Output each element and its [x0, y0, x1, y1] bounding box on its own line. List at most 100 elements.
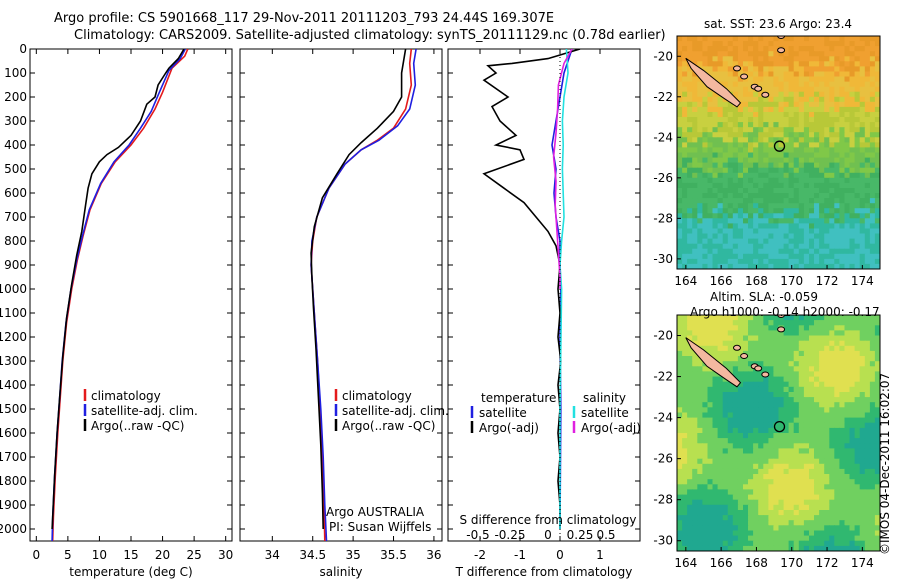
sst_map-xtick-label: 164: [674, 274, 697, 288]
temperature-series-group: [51, 49, 189, 541]
sla_map-ytick-label: -20: [653, 329, 673, 343]
argo-program-label: Argo AUSTRALIA: [326, 505, 425, 519]
salinity-difference-axis-label: S difference from climatology: [460, 513, 637, 527]
difference-plot-frame: [447, 48, 641, 542]
salinity-legend-label: climatology: [342, 389, 412, 403]
sst_map-field: [677, 36, 880, 269]
depth-tick-label: 1000: [0, 282, 27, 296]
temperature-legend-label: satellite-adj. clim.: [91, 404, 198, 418]
difference-xtick-label: 1: [596, 548, 604, 562]
difference-series-salinity-argo-adj-: [552, 49, 573, 289]
temperature-plot-frame: [29, 48, 233, 542]
new-caledonia-island: [685, 57, 742, 108]
temperature-xtick-label: 20: [155, 548, 170, 562]
depth-tick-label: 1200: [0, 330, 27, 344]
small-island: [754, 85, 763, 92]
temperature-xtick-label: 0: [32, 548, 40, 562]
small-island: [761, 91, 770, 98]
figure-title-line1: Argo profile: CS 5901668_117 29-Nov-2011…: [54, 11, 555, 26]
sst_map-ytick-label: -24: [653, 130, 673, 144]
small-island: [740, 353, 749, 359]
small-island: [740, 73, 749, 80]
sst_map-xtick-label: 170: [780, 274, 803, 288]
salinity-diff-tick-label: 0.5: [596, 528, 615, 542]
salinity-legend-label: satellite-adj. clim.: [342, 404, 449, 418]
imos-timestamp: ©IMOS 04-Dec-2011 16:02:07: [878, 372, 892, 555]
depth-tick-label: 100: [4, 66, 27, 80]
depth-tick-label: 1300: [0, 354, 27, 368]
sla_map-xtick-label: 174: [851, 556, 874, 570]
sla_map-xtick-label: 172: [816, 556, 839, 570]
temperature-legend-title: temperature: [481, 391, 556, 405]
small-island: [777, 36, 786, 39]
difference-series-salinity-satellite: [559, 49, 569, 529]
salinity-legend-label: satellite: [581, 406, 629, 420]
difference-xtick-label: -2: [474, 548, 486, 562]
salinity-xtick-label: 35: [345, 548, 360, 562]
salinity-xtick-label: 36: [426, 548, 441, 562]
sst_map-ytick-label: -20: [653, 49, 673, 63]
depth-tick-label: 1800: [0, 474, 27, 488]
salinity-xtick-label: 34: [265, 548, 280, 562]
depth-tick-label: 2000: [0, 522, 27, 536]
small-island: [777, 315, 786, 318]
sst_map-xtick-label: 172: [816, 274, 839, 288]
sla_map-ytick-label: -30: [653, 534, 673, 548]
sla_map-xtick-label: 170: [780, 556, 803, 570]
sst_map-ytick-label: -26: [653, 171, 673, 185]
sla_map-ytick-label: -26: [653, 452, 673, 466]
sla-map-title: Altim. SLA: -0.059: [710, 290, 818, 304]
depth-tick-label: 800: [4, 234, 27, 248]
depth-tick-label: 600: [4, 186, 27, 200]
temperature-legend-label: Argo(-adj): [479, 421, 539, 435]
sla_map-field: [677, 315, 880, 551]
salinity-legend-label: Argo(..raw -QC): [342, 419, 435, 433]
depth-tick-label: 300: [4, 114, 27, 128]
temperature-legend-label: satellite: [479, 406, 527, 420]
difference-xtick-label: -1: [514, 548, 526, 562]
temperature-series-argo-raw-qc-: [51, 49, 185, 530]
salinity-series-argo-raw-qc-: [310, 49, 407, 530]
sla_map-xtick-label: 168: [745, 556, 768, 570]
sla_map-xtick-label: 164: [674, 556, 697, 570]
sst_map-frame: [676, 35, 881, 270]
sst-map-title: sat. SST: 23.6 Argo: 23.4: [704, 17, 852, 31]
depth-tick-label: 1600: [0, 426, 27, 440]
temperature-legend-label: Argo(..raw -QC): [91, 419, 184, 433]
depth-tick-label: 500: [4, 162, 27, 176]
figure-title-line2: Climatology: CARS2009. Satellite-adjuste…: [74, 28, 666, 43]
small-island: [733, 344, 741, 351]
new-caledonia-island: [685, 337, 742, 388]
salinity-legend-label: Argo(-adj): [581, 421, 641, 435]
sst_map-xtick-label: 166: [710, 274, 733, 288]
salinity-diff-tick-label: 0: [544, 528, 552, 542]
salinity-legend-title: salinity: [583, 391, 626, 405]
depth-tick-label: 400: [4, 138, 27, 152]
salinity-xtick-label: 34.5: [299, 548, 326, 562]
temperature-xtick-label: 25: [186, 548, 201, 562]
argo-float-position-marker: [773, 140, 786, 152]
salinity-diff-tick-label: -0.5: [466, 528, 489, 542]
difference-xlabel: T difference from climatology: [455, 565, 633, 579]
pi-name-label: PI: Susan Wijffels: [329, 520, 431, 534]
small-island: [777, 326, 786, 333]
salinity-xtick-label: 35.5: [380, 548, 407, 562]
small-island: [754, 365, 763, 372]
depth-tick-label: 0: [19, 42, 27, 56]
difference-xtick-label: 0: [556, 548, 564, 562]
small-island: [733, 65, 741, 72]
small-island: [761, 371, 770, 378]
temperature-xtick-label: 30: [218, 548, 233, 562]
depth-tick-label: 1700: [0, 450, 27, 464]
argo-float-position-marker: [773, 420, 786, 433]
sst_map-xtick-label: 168: [745, 274, 768, 288]
salinity-series-group: [310, 49, 417, 541]
temperature-xtick-label: 15: [123, 548, 138, 562]
sla-map-subtitle: Argo h1000: -0.14 h2000: -0.17: [690, 305, 880, 319]
sst_map-ytick-label: -30: [653, 252, 673, 266]
temperature-xtick-label: 5: [64, 548, 72, 562]
sla_map-ytick-label: -28: [653, 493, 673, 507]
sla_map-frame: [676, 314, 881, 552]
depth-tick-label: 1400: [0, 378, 27, 392]
